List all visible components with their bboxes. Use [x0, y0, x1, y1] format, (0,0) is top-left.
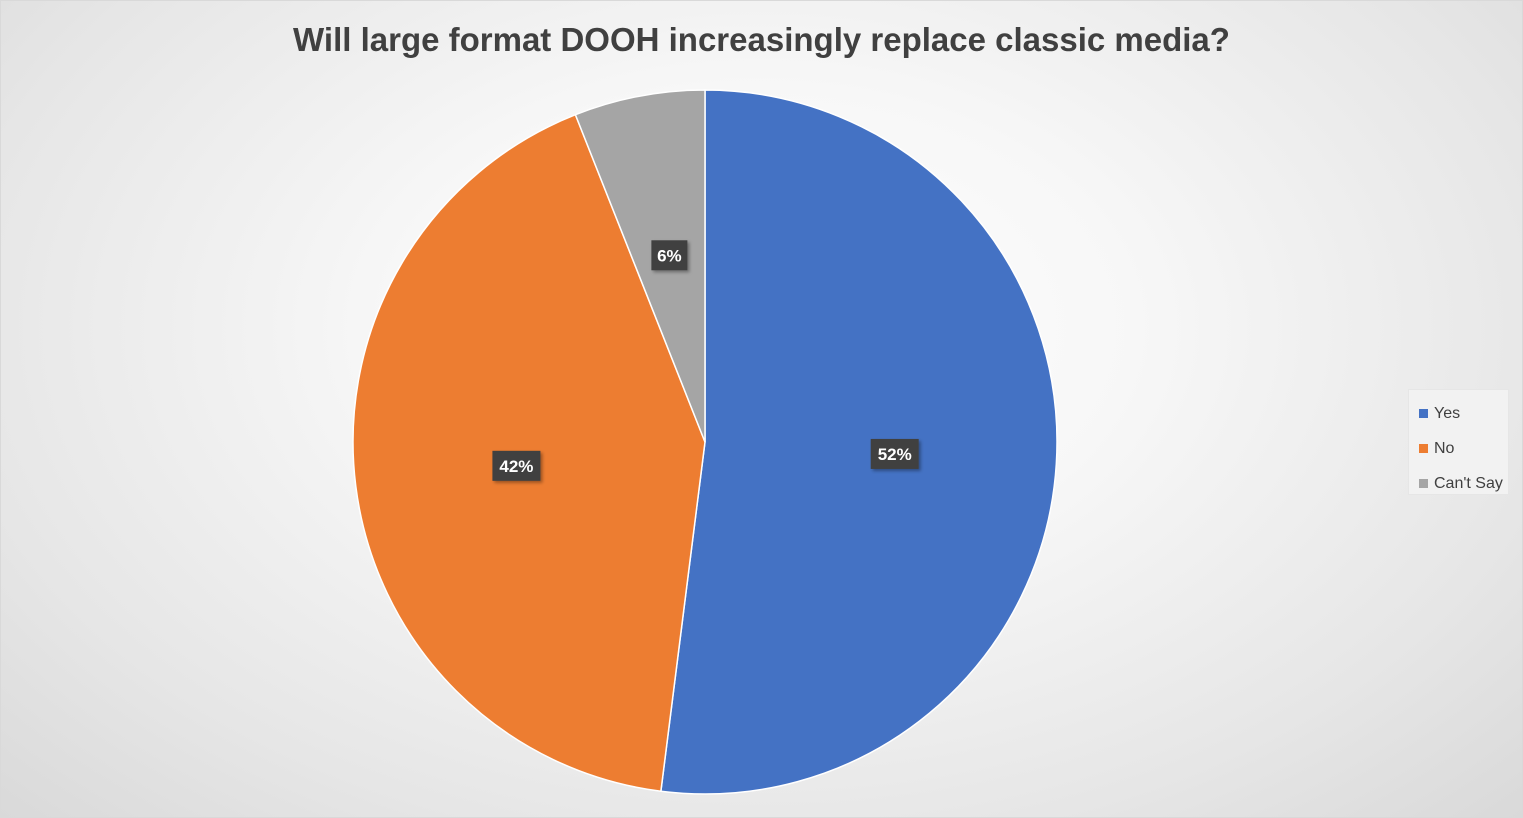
data-label-text-yes: 52% — [878, 445, 912, 464]
legend: Yes No Can't Say — [1408, 389, 1509, 495]
legend-swatch-cant-say — [1419, 479, 1428, 488]
legend-item-cant-say: Can't Say — [1419, 466, 1508, 501]
pie-slice-yes — [660, 89, 1058, 795]
data-label-box-yes — [870, 438, 919, 469]
pie-slice-can-t-say — [574, 89, 706, 443]
legend-label-no: No — [1434, 439, 1455, 457]
data-label-box-no — [492, 450, 541, 481]
legend-swatch-yes — [1419, 409, 1428, 418]
data-label-yes: 52% — [870, 438, 919, 469]
legend-swatch-no — [1419, 444, 1428, 453]
data-label-text-no: 42% — [499, 457, 533, 476]
data-label-no: 42% — [492, 450, 541, 481]
pie-slices — [352, 89, 1058, 795]
data-label-box-can-t-say — [651, 240, 688, 271]
pie-data-labels: 52% 42% 6% — [492, 240, 919, 481]
legend-item-no: No — [1419, 431, 1508, 466]
legend-label-yes: Yes — [1434, 404, 1461, 422]
data-label-can-t-say: 6% — [651, 240, 688, 271]
legend-item-yes: Yes — [1419, 396, 1508, 431]
data-label-text-can-t-say: 6% — [657, 246, 682, 265]
chart-title: Will large format DOOH increasingly repl… — [293, 21, 1230, 58]
legend-label-cant-say: Can't Say — [1434, 474, 1503, 492]
